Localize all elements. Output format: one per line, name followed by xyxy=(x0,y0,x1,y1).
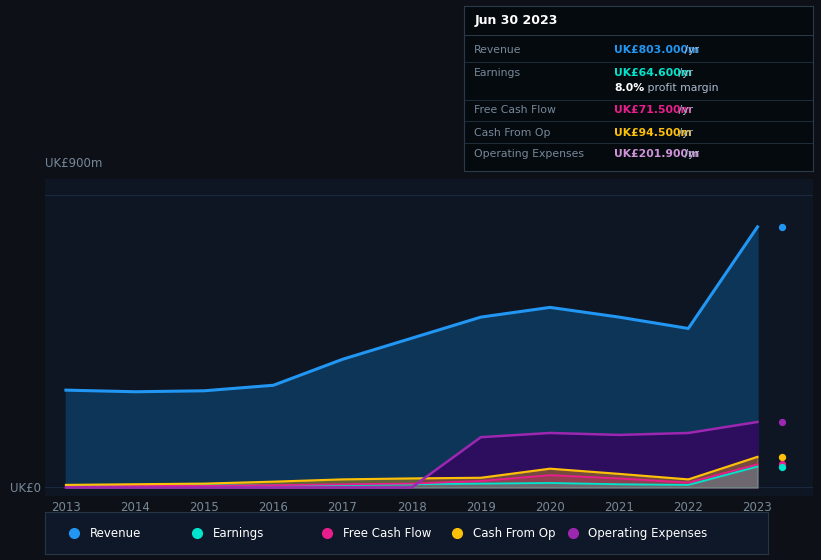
Text: Revenue: Revenue xyxy=(475,45,522,55)
Text: /yr: /yr xyxy=(675,105,693,115)
Point xyxy=(775,460,788,469)
Text: UK£201.900m: UK£201.900m xyxy=(614,150,699,159)
Point xyxy=(775,452,788,461)
Text: /yr: /yr xyxy=(675,68,693,78)
Text: /yr: /yr xyxy=(681,150,699,159)
Point xyxy=(775,462,788,471)
Text: UK£900m: UK£900m xyxy=(45,157,103,170)
Point xyxy=(775,418,788,427)
Text: UK£94.500m: UK£94.500m xyxy=(614,128,691,138)
Text: Operating Expenses: Operating Expenses xyxy=(475,150,585,159)
Text: Cash From Op: Cash From Op xyxy=(473,527,555,540)
Text: 8.0%: 8.0% xyxy=(614,83,644,93)
Text: UK£64.600m: UK£64.600m xyxy=(614,68,692,78)
Text: Revenue: Revenue xyxy=(90,527,141,540)
Text: Earnings: Earnings xyxy=(213,527,264,540)
Text: Free Cash Flow: Free Cash Flow xyxy=(343,527,431,540)
Text: Earnings: Earnings xyxy=(475,68,521,78)
Text: Jun 30 2023: Jun 30 2023 xyxy=(475,14,557,27)
Text: Free Cash Flow: Free Cash Flow xyxy=(475,105,556,115)
Text: UK£803.000m: UK£803.000m xyxy=(614,45,699,55)
Text: /yr: /yr xyxy=(681,45,699,55)
Text: profit margin: profit margin xyxy=(644,83,718,93)
Text: /yr: /yr xyxy=(675,128,693,138)
Point xyxy=(775,222,788,231)
Text: Cash From Op: Cash From Op xyxy=(475,128,551,138)
Text: Operating Expenses: Operating Expenses xyxy=(589,527,708,540)
Text: UK£71.500m: UK£71.500m xyxy=(614,105,691,115)
